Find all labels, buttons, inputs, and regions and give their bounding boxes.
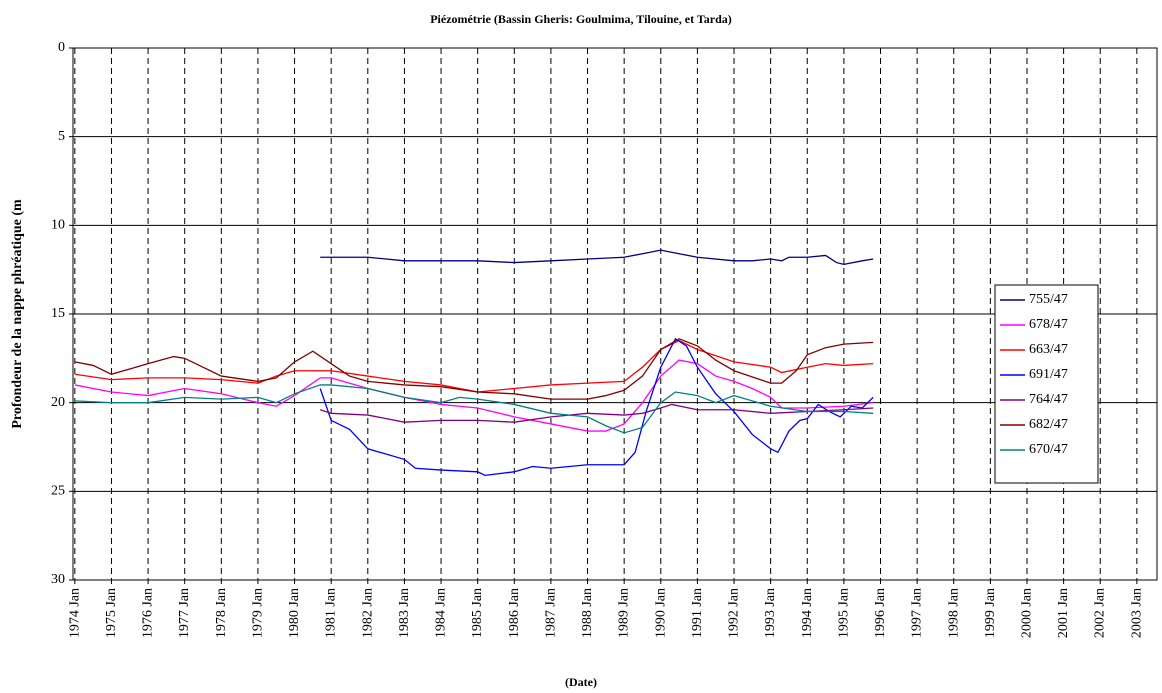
x-tick-label: 1995 Jan <box>836 588 851 638</box>
y-tick-label: 15 <box>51 306 65 321</box>
x-tick-label: 1983 Jan <box>397 588 412 638</box>
x-tick-label: 1990 Jan <box>653 588 668 638</box>
x-tick-label: 1992 Jan <box>727 588 742 638</box>
x-tick-label: 1984 Jan <box>434 588 449 638</box>
y-tick-label: 5 <box>58 129 65 144</box>
x-tick-label: 1978 Jan <box>214 588 229 638</box>
x-tick-label: 1997 Jan <box>910 588 925 638</box>
series-line <box>74 339 874 393</box>
legend-label: 678/47 <box>1029 317 1068 332</box>
x-tick-label: 1977 Jan <box>177 588 192 638</box>
y-axis-label: Profondeur de la nappe phréatique (m <box>10 199 25 429</box>
y-tick-label: 25 <box>51 484 65 499</box>
series-line <box>74 359 874 432</box>
x-tick-label: 2003 Jan <box>1129 588 1144 638</box>
x-axis-label: (Date) <box>565 675 597 689</box>
x-tick-label: 1994 Jan <box>800 588 815 638</box>
x-tick-label: 1981 Jan <box>324 588 339 638</box>
series-line <box>74 384 874 434</box>
y-tick-label: 10 <box>51 218 65 233</box>
x-tick-label: 1993 Jan <box>763 588 778 638</box>
series-line <box>74 338 874 400</box>
y-tick-label: 30 <box>51 572 65 587</box>
x-tick-label: 2000 Jan <box>1019 588 1034 638</box>
x-tick-label: 1987 Jan <box>543 588 558 638</box>
legend-label: 663/47 <box>1029 342 1068 357</box>
x-tick-label: 1974 Jan <box>67 588 82 638</box>
legend-label: 682/47 <box>1029 417 1068 432</box>
x-tick-label: 1982 Jan <box>360 588 375 638</box>
series-line <box>319 403 874 423</box>
x-tick-label: 1985 Jan <box>470 588 485 638</box>
x-tick-label: 1999 Jan <box>983 588 998 638</box>
x-tick-label: 1975 Jan <box>104 588 119 638</box>
x-tick-label: 1998 Jan <box>946 588 961 638</box>
legend-label: 764/47 <box>1029 392 1068 407</box>
x-tick-label: 1986 Jan <box>507 588 522 638</box>
x-tick-label: 1976 Jan <box>141 588 156 638</box>
x-tick-label: 2002 Jan <box>1093 588 1108 638</box>
x-tick-label: 1988 Jan <box>580 588 595 638</box>
series-line <box>320 249 874 266</box>
y-tick-label: 0 <box>58 40 65 55</box>
x-tick-label: 1979 Jan <box>250 588 265 638</box>
y-tick-label: 20 <box>51 395 65 410</box>
chart-title: Piézométrie (Bassin Gheris: Goulmima, Ti… <box>430 12 732 26</box>
x-tick-label: 1996 Jan <box>873 588 888 638</box>
legend-label: 755/47 <box>1029 292 1068 307</box>
x-tick-label: 1989 Jan <box>617 588 632 638</box>
legend-label: 691/47 <box>1029 367 1068 382</box>
plot-frame <box>72 47 1158 581</box>
x-tick-label: 2001 Jan <box>1056 588 1071 638</box>
x-tick-label: 1991 Jan <box>690 588 705 638</box>
legend-label: 670/47 <box>1029 442 1068 457</box>
series-line <box>319 337 874 477</box>
x-tick-label: 1980 Jan <box>287 588 302 638</box>
